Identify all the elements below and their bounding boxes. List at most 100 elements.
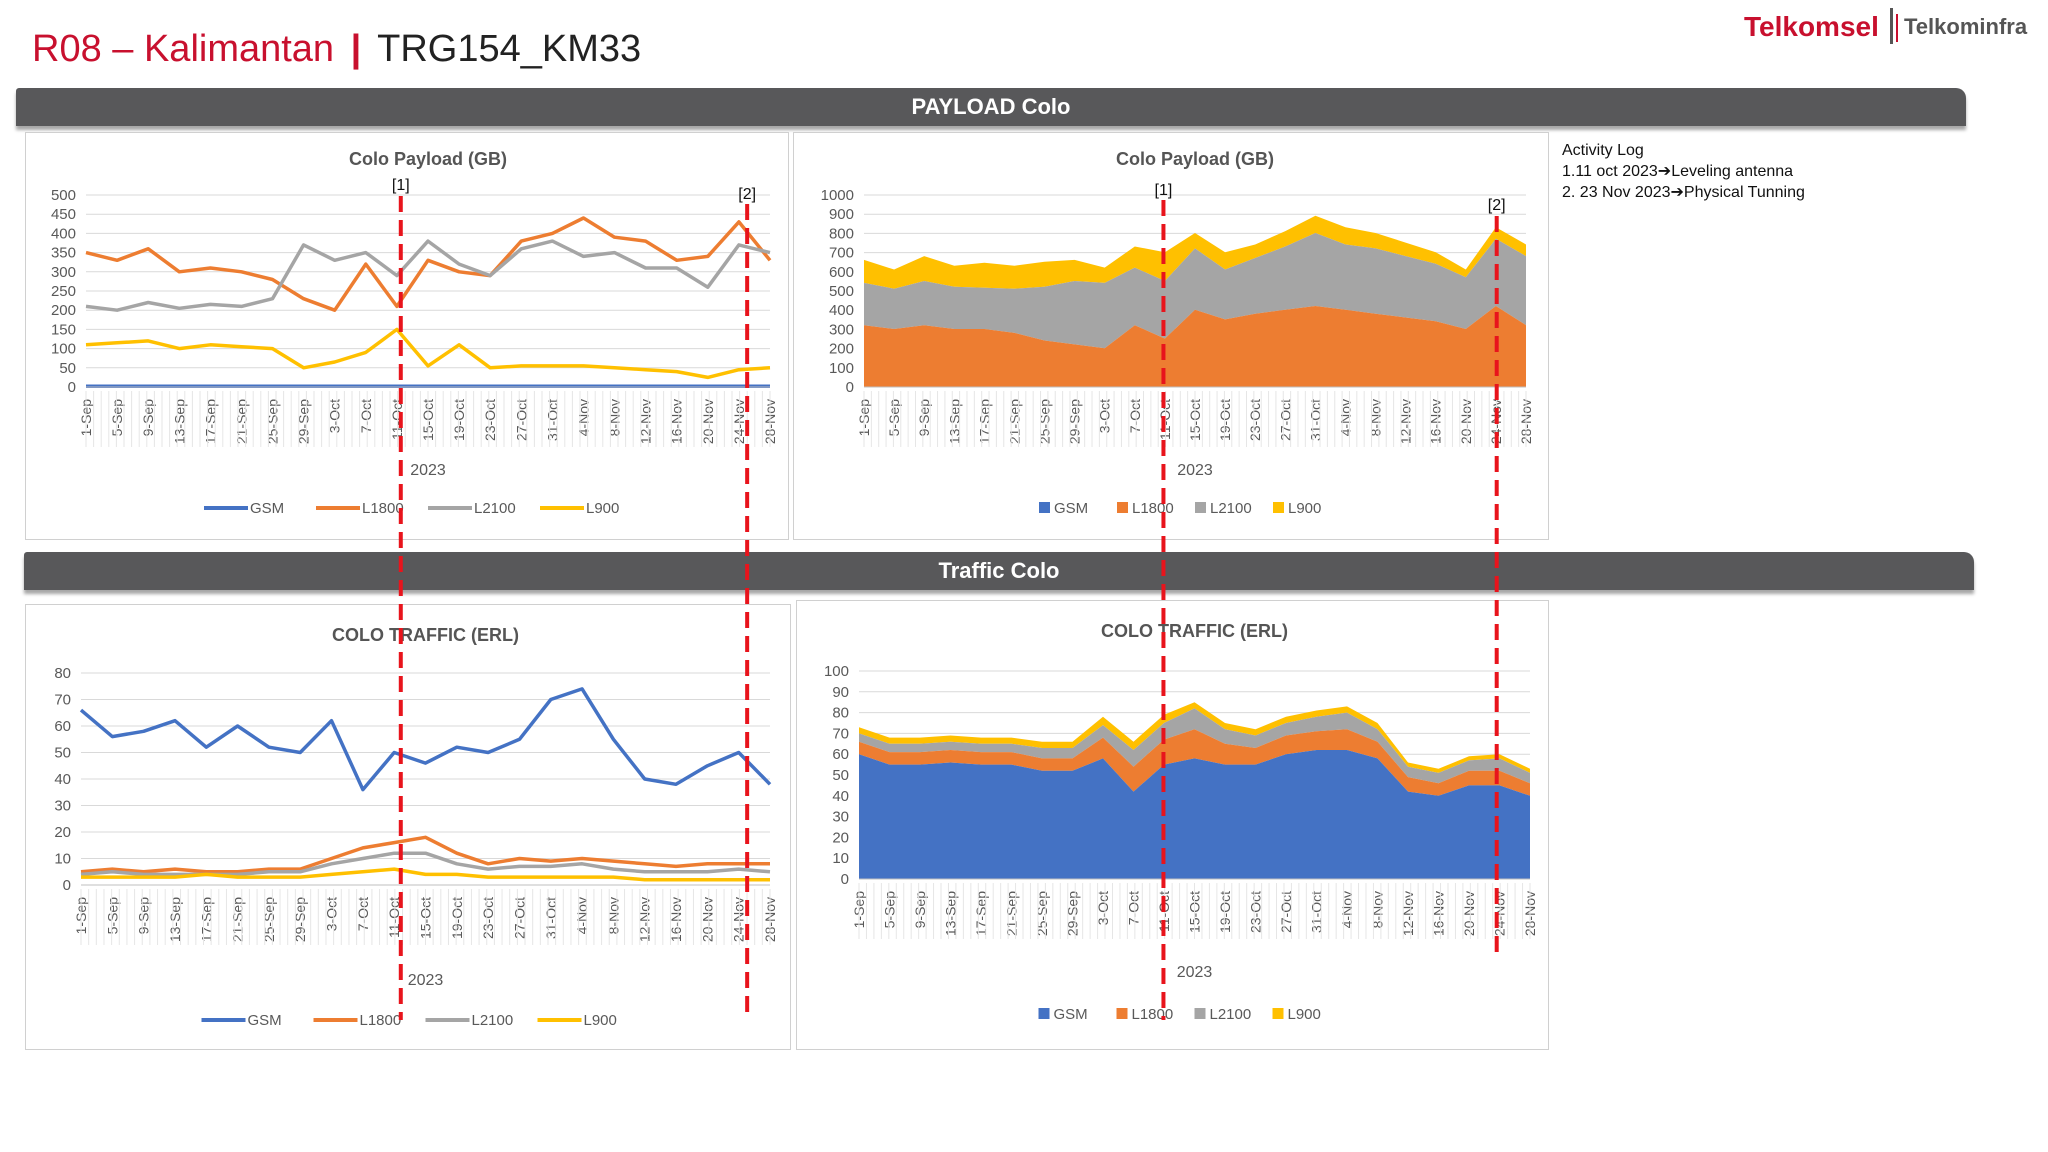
y-tick-label: 0: [68, 379, 76, 396]
x-tick-label: 13-Sep: [946, 399, 962, 444]
chart-payload_line: Colo Payload (GB) 0 50 100 150 200 250 300 350 40…: [51, 149, 778, 517]
x-tick-label: 25-Sep: [261, 897, 277, 942]
x-tick-label: 20-Nov: [699, 897, 715, 942]
y-tick-label: 400: [51, 225, 76, 242]
traffic-line-chart-panel: COLO TRAFFIC (ERL) 0 10 20 30 40 50 60 70 80 1-Sep…: [25, 604, 791, 1050]
y-tick-label: 30: [54, 798, 71, 815]
x-tick-label: 17-Sep: [973, 891, 989, 936]
y-tick-label: 60: [832, 746, 849, 763]
x-tick-label: 23-Oct: [1248, 891, 1264, 933]
x-tick-label: 27-Oct: [513, 399, 529, 441]
legend-label: L900: [584, 1012, 617, 1029]
page-title: R08 – Kalimantan | TRG154_KM33: [32, 28, 641, 71]
line-series-l900: [81, 867, 770, 882]
traffic-area-chart-panel: COLO TRAFFIC (ERL) 0 10 20 30 40 50 60 70 80 90 100…: [796, 600, 1549, 1050]
legend-swatch-gsm: [1038, 1008, 1050, 1019]
y-tick-label: 0: [846, 379, 854, 396]
x-tick-label: 25-Sep: [265, 399, 281, 444]
y-tick-label: 450: [51, 206, 76, 223]
brand-logo: Telkomsel Telkominfra: [1744, 8, 2028, 44]
legend-label: L1800: [360, 1012, 402, 1029]
x-tick-label: 8-Nov: [1370, 891, 1386, 928]
x-tick-label: 16-Nov: [1431, 891, 1447, 936]
x-tick-label: 4-Nov: [575, 399, 591, 436]
x-tick-label: 29-Sep: [1067, 399, 1083, 444]
x-tick-label: 17-Sep: [198, 897, 214, 942]
legend-swatch-l900: [1272, 1008, 1284, 1019]
x-tick-label: 11-Oct: [389, 399, 405, 440]
y-tick-label: 150: [51, 321, 76, 338]
x-tick-label: 5-Sep: [109, 399, 125, 437]
y-tick-label: 0: [841, 871, 849, 888]
x-tick-label: 3-Oct: [1095, 891, 1111, 925]
x-tick-label: 13-Sep: [167, 897, 183, 942]
x-tick-label: 5-Sep: [886, 399, 902, 437]
y-tick-label: 50: [832, 767, 849, 784]
x-tick-label: 3-Oct: [327, 399, 343, 433]
x-tick-label: 12-Nov: [637, 897, 653, 942]
x-tick-label: 31-Oct: [543, 897, 559, 939]
legend-label: L2100: [474, 500, 516, 517]
x-tick-label: 21-Sep: [233, 399, 249, 444]
x-tick-label: 23-Oct: [480, 897, 496, 939]
line-series-l1800: [85, 216, 772, 312]
y-tick-label: 90: [832, 684, 849, 701]
x-tick-label: 11-Oct: [1156, 891, 1172, 932]
x-tick-label: 25-Sep: [1037, 399, 1053, 444]
area-series-l2100: [864, 233, 1526, 349]
x-tick-label: 20-Nov: [1458, 399, 1474, 444]
y-tick-label: 20: [832, 829, 849, 846]
x-tick-label: 12-Nov: [1400, 891, 1416, 936]
x-tick-label: 7-Oct: [358, 399, 374, 433]
x-tick-label: 9-Sep: [916, 399, 932, 437]
y-tick-label: 10: [54, 851, 71, 868]
x-tick-label: 24-Nov: [731, 897, 747, 942]
y-tick-label: 300: [829, 321, 854, 338]
line-series-l900: [85, 327, 771, 380]
x-tick-label: 27-Oct: [511, 897, 527, 939]
area-series-l1800: [864, 306, 1526, 387]
legend-label: L900: [1288, 1006, 1321, 1023]
y-tick-label: 500: [829, 283, 854, 300]
x-tick-label: 31-Oct: [1307, 399, 1323, 441]
chart-traffic_area: COLO TRAFFIC (ERL) 0 10 20 30 40 50 60 70 80 90 100…: [824, 621, 1538, 1023]
line-series-l1800: [80, 835, 770, 874]
x-tick-label: 20-Nov: [700, 399, 716, 444]
x-tick-label: 9-Sep: [136, 897, 152, 935]
x-tick-label: 7-Oct: [355, 897, 371, 931]
y-tick-label: 900: [829, 206, 854, 223]
legend-label: L2100: [472, 1012, 514, 1029]
chart-payload_area: Colo Payload (GB) 0 100 200 300 400 500 600 700 8…: [821, 149, 1534, 517]
traffic-banner: Traffic Colo: [24, 552, 1974, 590]
chart-title: Colo Payload (GB): [1116, 149, 1274, 169]
y-tick-label: 200: [829, 341, 854, 358]
logo-divider-accent-icon: [1896, 14, 1898, 42]
y-tick-label: 50: [54, 745, 71, 762]
x-tick-label: 13-Sep: [171, 399, 187, 444]
legend-swatch-l2100: [1195, 502, 1206, 513]
legend-label: L2100: [1210, 500, 1252, 517]
legend-label: L1800: [1132, 1006, 1174, 1023]
payload-area-chart-panel: Colo Payload (GB) 0 100 200 300 400 500 600 700 8…: [793, 132, 1549, 540]
y-tick-label: 350: [51, 245, 76, 262]
x-tick-label: 8-Nov: [607, 399, 623, 436]
x-tick-label: 19-Oct: [1217, 399, 1233, 441]
legend-label: L900: [1288, 500, 1321, 517]
y-tick-label: 20: [54, 824, 71, 841]
area-series-l1800: [859, 729, 1530, 796]
legend-label: GSM: [248, 1012, 282, 1029]
x-tick-label: 17-Sep: [976, 399, 992, 444]
chart-title: COLO TRAFFIC (ERL): [332, 625, 519, 645]
x-tick-label: 31-Oct: [1309, 891, 1325, 933]
area-series-l2100: [859, 708, 1530, 784]
y-tick-label: 250: [51, 283, 76, 300]
x-tick-label: 31-Oct: [544, 399, 560, 441]
y-tick-label: 700: [829, 245, 854, 262]
legend-label: GSM: [250, 500, 284, 517]
y-tick-label: 300: [51, 264, 76, 281]
x-tick-label: 4-Nov: [1337, 399, 1353, 436]
x-tick-label: 16-Nov: [669, 399, 685, 444]
x-tick-label: 25-Sep: [1034, 891, 1050, 936]
y-tick-label: 60: [54, 718, 71, 735]
x-tick-label: 12-Nov: [638, 399, 654, 444]
